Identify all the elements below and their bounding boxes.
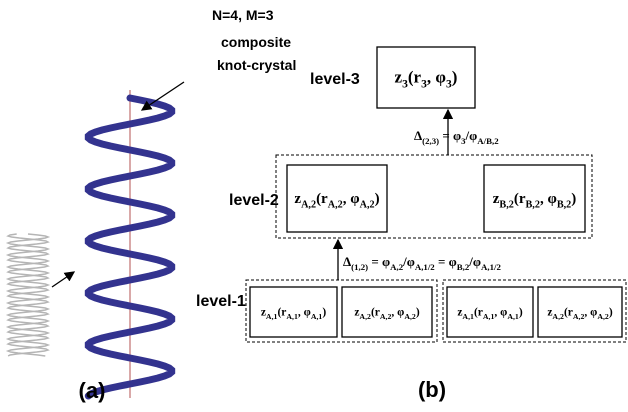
subscript: A/B,2 xyxy=(477,136,499,146)
small-helix xyxy=(8,234,48,356)
text-part: ) xyxy=(609,306,613,318)
subscript: A,2 xyxy=(390,262,404,272)
subscript: A,2 xyxy=(380,312,392,321)
panel-label: (a) xyxy=(79,378,106,403)
subscript: A,1 xyxy=(462,312,474,321)
subscript: A,1 xyxy=(507,312,519,321)
subscript: B,2 xyxy=(499,200,513,211)
annotation: N=4, M=3 xyxy=(212,7,274,23)
text-part: , φ xyxy=(298,306,311,318)
text-part: /φ xyxy=(402,254,415,269)
subscript: A,2 xyxy=(404,312,416,321)
subscript: A,2 xyxy=(552,312,564,321)
text-part: (r xyxy=(371,306,380,318)
subscript: B,2 xyxy=(526,200,540,211)
text-part: ) xyxy=(375,191,380,207)
subscript: A,1 xyxy=(286,312,298,321)
node-box xyxy=(287,165,387,232)
subscript: A,2 xyxy=(359,312,371,321)
subscript: A,2 xyxy=(328,200,343,211)
text-part: = φ xyxy=(435,254,457,269)
text-part: = φ xyxy=(368,254,390,269)
text-part: , φ xyxy=(427,68,447,87)
level-label: level-1 xyxy=(196,293,246,310)
text-part: , φ xyxy=(391,306,404,318)
text-part: /φ xyxy=(468,254,481,269)
subscript: A,1/2 xyxy=(415,262,435,272)
subscript: B,2 xyxy=(457,262,470,272)
text-part: , φ xyxy=(494,306,507,318)
text-part: ) xyxy=(322,306,326,318)
text-part: (r xyxy=(408,68,422,87)
level-label: level-2 xyxy=(229,192,279,209)
text-part: ) xyxy=(571,191,576,207)
text-part: , φ xyxy=(540,191,557,207)
text-part: ) xyxy=(519,306,523,318)
subscript: A,2 xyxy=(597,312,609,321)
math-label: Δ(1,2) = φA,2/φA,1/2 = φB,2/φA,1/2 xyxy=(343,254,501,272)
text-part: (r xyxy=(316,191,328,207)
figure: N=4, M=3 composite knot-crystal (a) (b) … xyxy=(0,0,628,412)
annotation: composite xyxy=(221,34,291,50)
subscript: A,2 xyxy=(573,312,585,321)
arrow xyxy=(52,272,74,287)
subscript: A,2 xyxy=(360,200,375,211)
text-part: Δ xyxy=(343,254,351,269)
annotation: knot-crystal xyxy=(217,57,296,73)
text-part: ) xyxy=(452,68,458,87)
subscript: A,1 xyxy=(266,312,278,321)
level-label: level-3 xyxy=(310,71,360,88)
text-part: (r xyxy=(514,191,526,207)
text-part: , φ xyxy=(584,306,597,318)
text-part: (r xyxy=(564,306,573,318)
text-part: , φ xyxy=(343,191,360,207)
math-label: Δ(2,3) = φ3/φA/B,2 xyxy=(414,128,499,146)
panel-label: (b) xyxy=(418,377,446,402)
text-part: (r xyxy=(474,306,483,318)
text-part: ) xyxy=(416,306,420,318)
text-part: = φ xyxy=(439,128,461,143)
subscript: A,1 xyxy=(311,312,323,321)
subscript: A,1/2 xyxy=(481,262,501,272)
text-part: (r xyxy=(277,306,286,318)
text-part: Δ xyxy=(414,128,422,143)
subscript: (1,2) xyxy=(351,262,368,272)
subscript: A,2 xyxy=(301,200,316,211)
subscript: A,1 xyxy=(483,312,495,321)
text-part: /φ xyxy=(465,128,478,143)
subscript: (2,3) xyxy=(422,136,439,146)
subscript: B,2 xyxy=(557,200,571,211)
